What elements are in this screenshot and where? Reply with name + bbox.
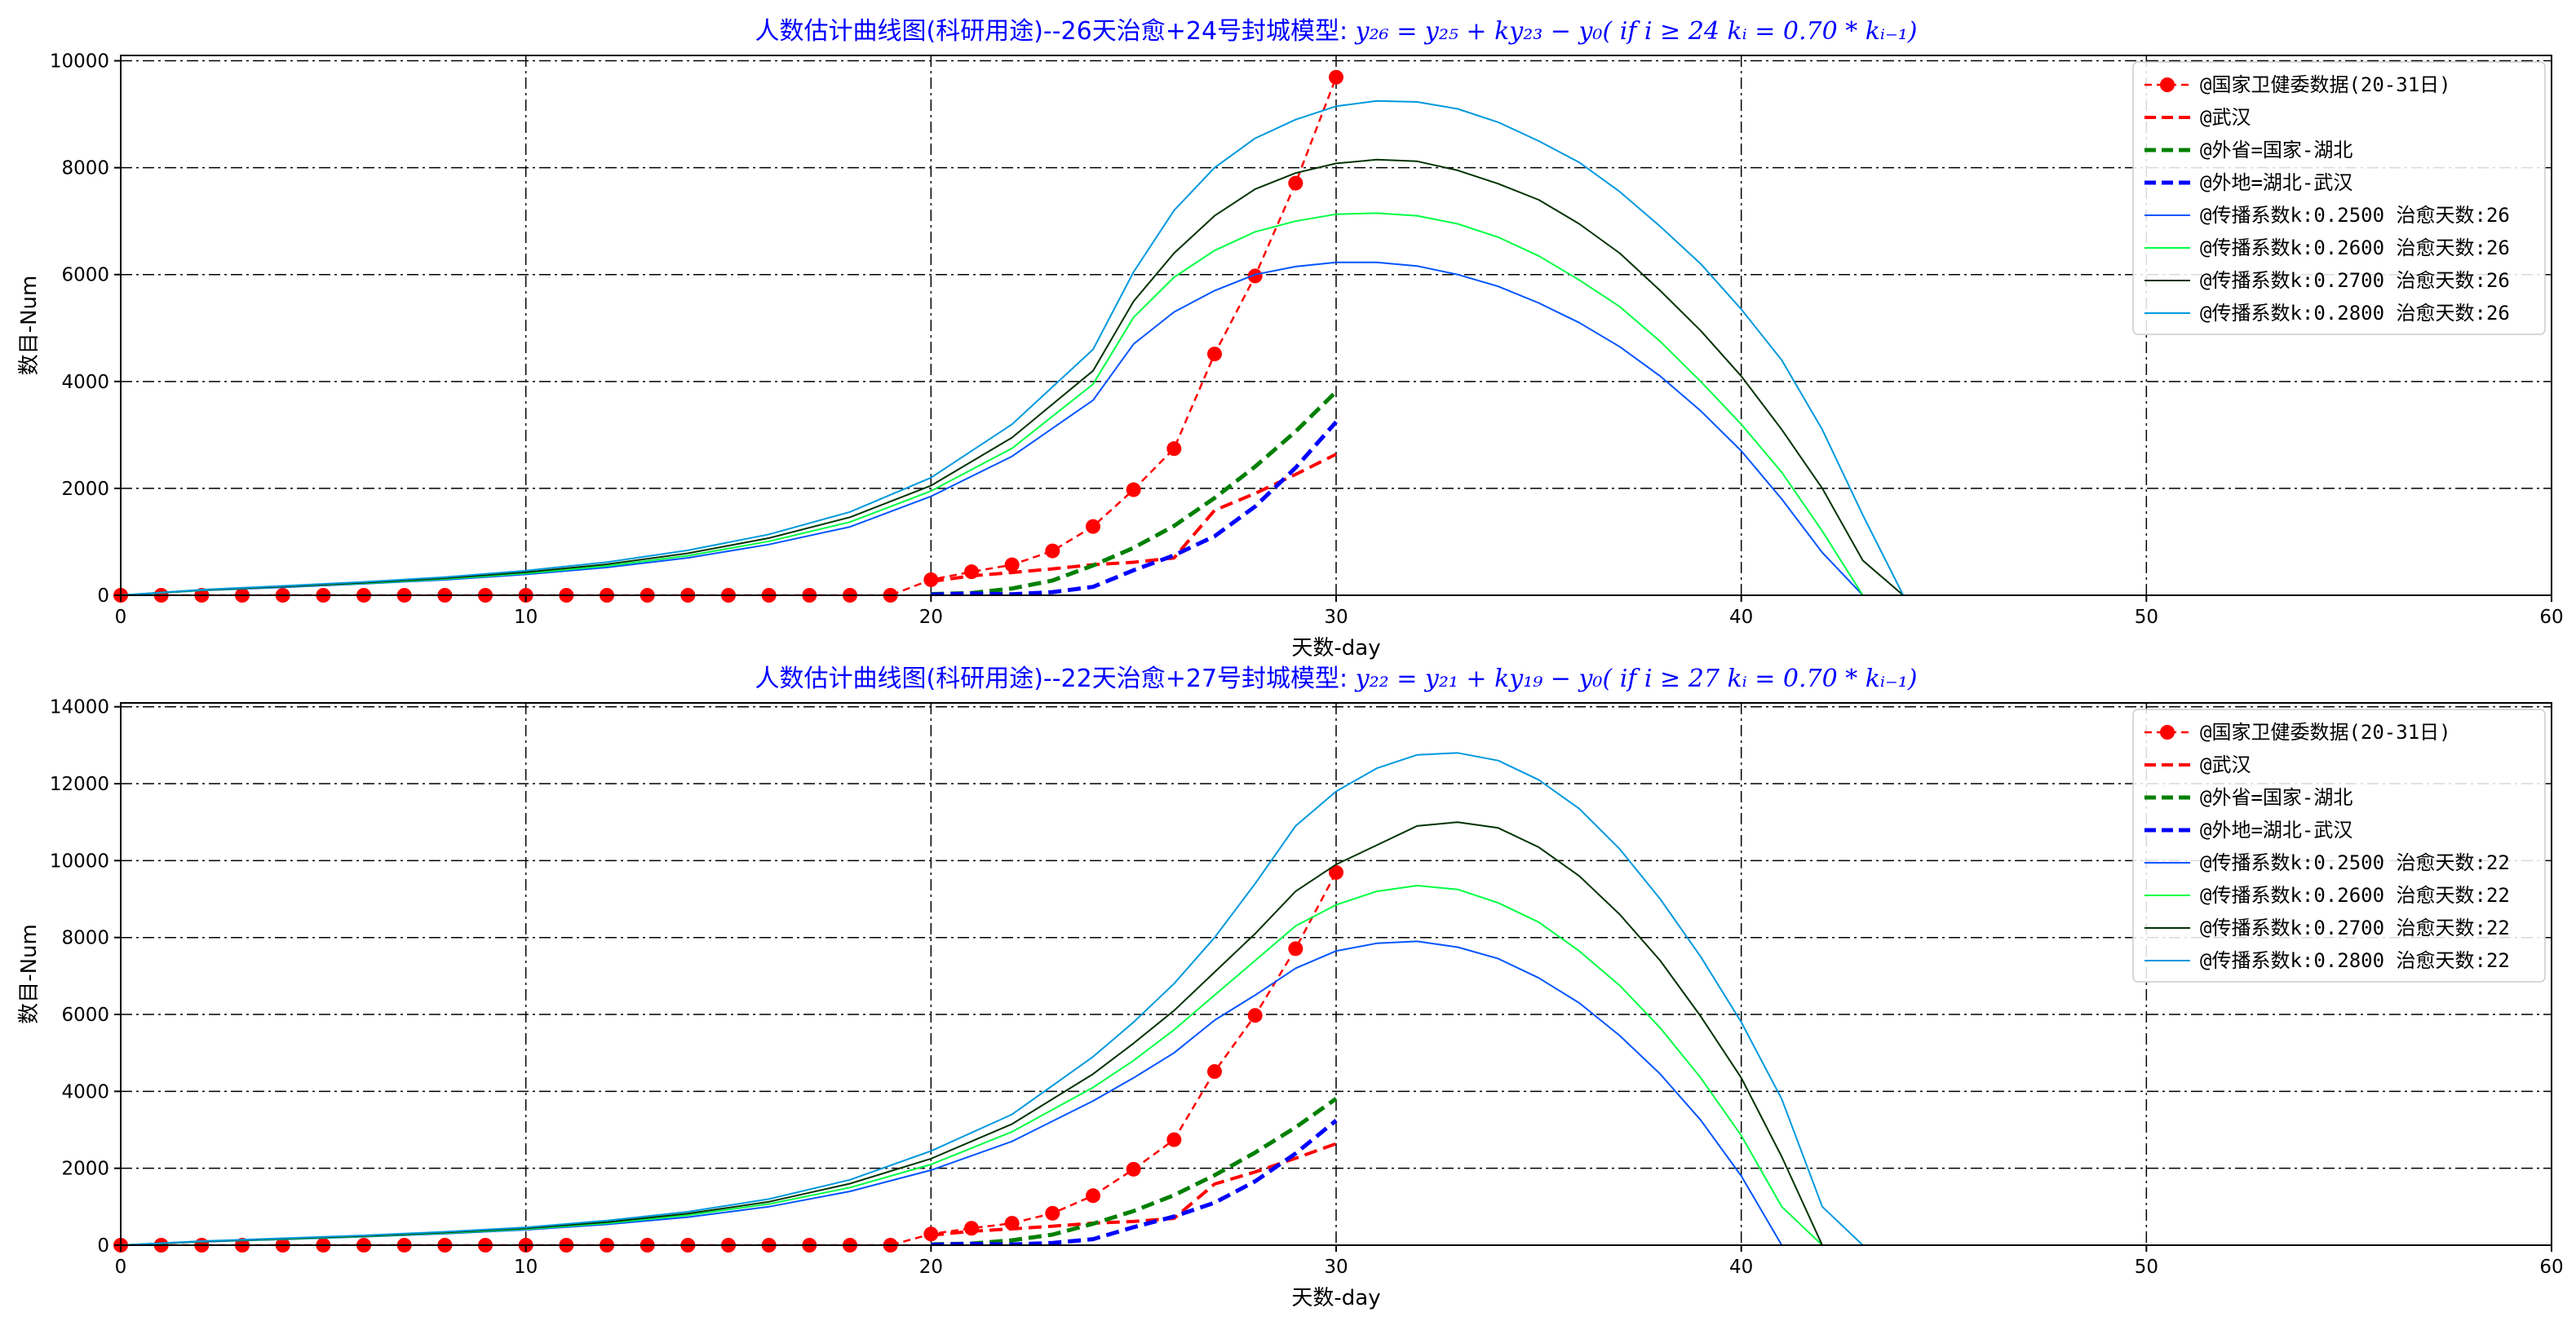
y-axis-label: 数目-Num (17, 924, 42, 1024)
legend-entry: @外地=湖北-武汉 (2200, 819, 2352, 842)
y-tick-label: 8000 (61, 928, 109, 949)
x-tick-label: 10 (514, 607, 538, 628)
legend-entry: @国家卫健委数据(20-31日) (2200, 73, 2451, 96)
y-tick-label: 8000 (61, 158, 109, 179)
x-tick-label: 10 (514, 1257, 538, 1278)
series-line-4 (931, 420, 1338, 595)
y-tick-label: 2000 (61, 479, 109, 500)
legend: @国家卫健委数据(20-31日) @武汉 @外省=国家-湖北 @外地=湖北-武汉 @传播… (2132, 709, 2546, 983)
series-line-8 (121, 752, 2512, 1245)
subplot-2: 人数估计曲线图(科研用途)--22天治愈+27号封城模型: y₂₂ = y₂₁ … (17, 665, 2564, 1310)
data-point (1086, 1188, 1100, 1204)
x-tick-label: 0 (115, 1257, 127, 1278)
legend-marker (2160, 77, 2175, 92)
chart-title: 人数估计曲线图(科研用途)--26天治愈+24号封城模型: y₂₆ = y₂₅ … (755, 17, 1917, 46)
data-point (1166, 1132, 1182, 1147)
series-line-7 (121, 158, 2512, 595)
data-point (1126, 482, 1141, 497)
x-tick-label: 30 (1324, 607, 1348, 628)
series-line-6 (121, 885, 2512, 1245)
y-tick-label: 6000 (61, 1005, 109, 1026)
y-tick-label: 10000 (50, 851, 109, 872)
series-line-3 (931, 1097, 1338, 1245)
data-point (1288, 941, 1303, 957)
chart-title-text: 人数估计曲线图(科研用途)--26天治愈+24号封城模型: (755, 17, 1355, 46)
series-line-1 (121, 872, 1338, 1245)
x-tick-label: 40 (1729, 1257, 1753, 1278)
legend-entry: @传播系数k:0.2800 治愈天数:22 (2200, 949, 2510, 972)
legend-entry: @武汉 (2200, 106, 2251, 129)
data-point (1207, 347, 1222, 362)
legend-entry: @传播系数k:0.2500 治愈天数:26 (2200, 204, 2510, 227)
chart-title: 人数估计曲线图(科研用途)--22天治愈+27号封城模型: y₂₂ = y₂₁ … (755, 665, 1917, 693)
data-point (1004, 1216, 1020, 1231)
series-line-4 (931, 1119, 1338, 1245)
legend-entry: @外省=国家-湖北 (2200, 139, 2352, 161)
y-tick-label: 2000 (61, 1159, 109, 1180)
x-tick-label: 60 (2539, 607, 2563, 628)
x-axis-label: 天数-day (1291, 1286, 1380, 1310)
series-line-3 (931, 390, 1338, 595)
data-point (1329, 69, 1343, 85)
legend-marker (2160, 725, 2175, 740)
x-axis-label: 天数-day (1291, 636, 1380, 661)
x-tick-label: 50 (2135, 1257, 2158, 1278)
legend-box (2132, 709, 2546, 983)
x-tick-label: 60 (2539, 1257, 2563, 1278)
chart-title-text: 人数估计曲线图(科研用途)--22天治愈+27号封城模型: (755, 665, 1355, 693)
data-point (1166, 441, 1182, 457)
series-line-7 (121, 821, 2512, 1245)
y-tick-label: 14000 (50, 697, 109, 718)
data-point (1288, 175, 1303, 191)
series-line-2 (931, 453, 1337, 584)
x-tick-label: 30 (1324, 1257, 1348, 1278)
data-point (1004, 557, 1020, 572)
y-tick-label: 0 (97, 1235, 109, 1257)
legend: @国家卫健委数据(20-31日) @武汉 @外省=国家-湖北 @外地=湖北-武汉 @传播… (2132, 61, 2546, 335)
legend-entry: @传播系数k:0.2600 治愈天数:26 (2200, 236, 2510, 259)
legend-entry: @传播系数k:0.2600 治愈天数:22 (2200, 884, 2510, 907)
data-point (1126, 1161, 1141, 1177)
legend-entry: @传播系数k:0.2700 治愈天数:22 (2200, 917, 2510, 939)
y-tick-label: 10000 (50, 51, 109, 73)
legend-entry: @外省=国家-湖北 (2200, 786, 2352, 809)
chart-title-formula: y₂₂ = y₂₁ + ky₁₉ − y₀( if i ≥ 27 kᵢ = 0.… (1354, 665, 1918, 693)
y-tick-label: 0 (97, 585, 109, 607)
y-tick-label: 12000 (50, 774, 109, 795)
series-line-2 (931, 1142, 1337, 1237)
x-tick-label: 50 (2135, 607, 2158, 628)
data-point (964, 1221, 979, 1236)
y-tick-label: 4000 (61, 1081, 109, 1102)
data-point (1247, 1008, 1263, 1023)
x-tick-label: 0 (115, 607, 127, 628)
x-tick-label: 40 (1729, 607, 1753, 628)
series-line-6 (121, 212, 2512, 595)
series-line-5 (121, 261, 2512, 595)
data-point (1086, 519, 1100, 534)
legend-entry: @传播系数k:0.2800 治愈天数:26 (2200, 302, 2510, 325)
data-point (1329, 864, 1343, 880)
legend-entry: @传播系数k:0.2500 治愈天数:22 (2200, 851, 2510, 874)
legend-entry: @国家卫健委数据(20-31日) (2200, 721, 2451, 744)
data-point (1247, 268, 1263, 284)
chart-title-formula: y₂₆ = y₂₅ + ky₂₃ − y₀( if i ≥ 24 kᵢ = 0.… (1354, 17, 1918, 46)
subplot-1: 人数估计曲线图(科研用途)--26天治愈+24号封城模型: y₂₆ = y₂₅ … (17, 17, 2564, 661)
legend-entry: @外地=湖北-武汉 (2200, 171, 2352, 194)
series-line-8 (121, 99, 2512, 595)
series-line-1 (121, 77, 1338, 595)
legend-entry: @传播系数k:0.2700 治愈天数:26 (2200, 269, 2510, 292)
legend-box (2132, 61, 2546, 335)
legend-entry: @武汉 (2200, 753, 2251, 776)
y-axis-label: 数目-Num (17, 276, 42, 376)
series-line-5 (121, 940, 2512, 1245)
data-point (1045, 543, 1060, 559)
x-tick-label: 20 (919, 1257, 943, 1278)
y-tick-label: 4000 (61, 372, 109, 393)
data-point (1207, 1064, 1222, 1080)
x-tick-label: 20 (919, 607, 943, 628)
data-point (923, 572, 939, 587)
data-point (1045, 1205, 1060, 1221)
y-tick-label: 6000 (61, 265, 109, 286)
